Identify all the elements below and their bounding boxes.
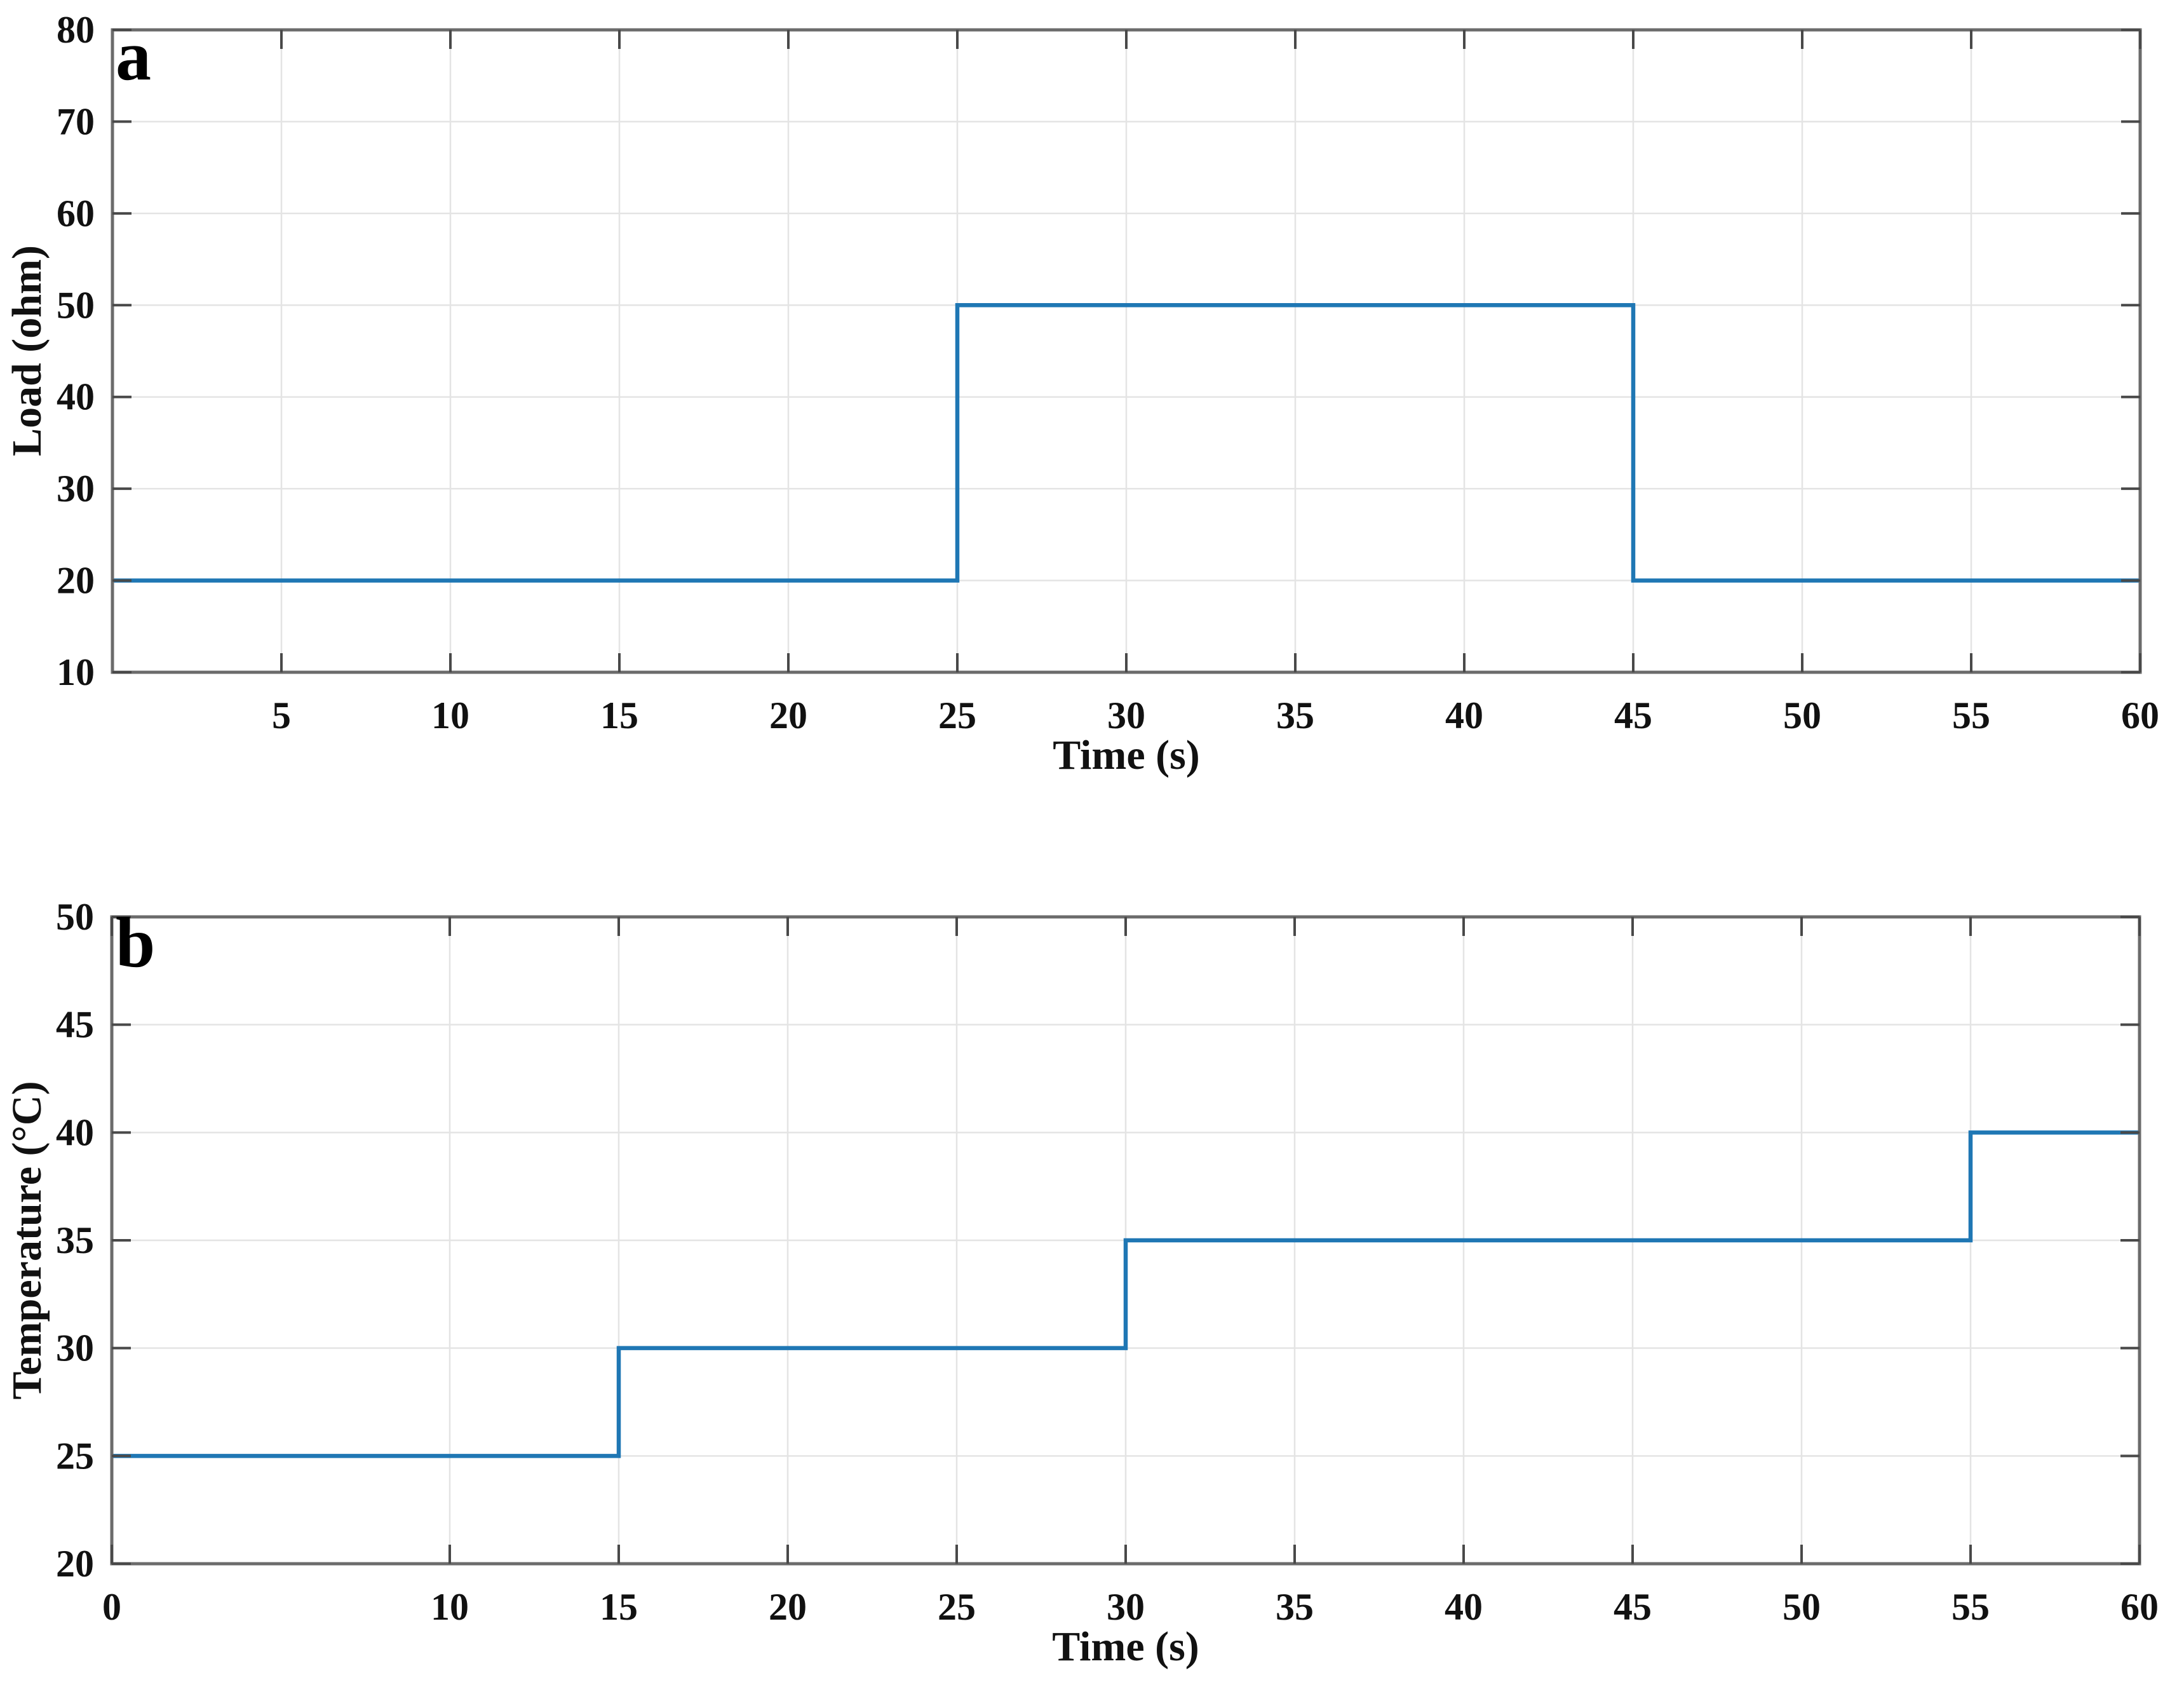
x-tick-label: 40 (1445, 1586, 1483, 1628)
x-tick-label: 10 (431, 1586, 469, 1628)
x-tick-label: 55 (1951, 1586, 1990, 1628)
panel-b-tick-labels: 0 10 15 20 25 30 35 40 45 50 55 60 20 25 30 35 40 45 50 (56, 896, 2159, 1628)
x-tick-label: 15 (600, 1586, 638, 1628)
panel-a-letter: a (116, 17, 151, 95)
y-tick-label: 70 (57, 100, 95, 142)
x-tick-label: 45 (1614, 694, 1652, 736)
panel-b-ticks (111, 916, 2141, 1565)
y-tick-label: 45 (56, 1004, 94, 1046)
y-tick-label: 50 (56, 896, 94, 938)
step-line-load-step-profile (112, 303, 2140, 583)
panel-a-y-axis-title: Load (ohm) (4, 245, 50, 456)
x-tick-label: 20 (769, 694, 807, 736)
y-tick-label: 80 (57, 9, 95, 51)
x-tick-label: 10 (431, 694, 469, 736)
x-tick-label: 0 (102, 1586, 121, 1628)
y-tick-label: 40 (56, 1111, 94, 1153)
x-tick-label: 25 (938, 1586, 976, 1628)
x-tick-label: 60 (2121, 694, 2159, 736)
x-tick-label: 60 (2120, 1586, 2159, 1628)
x-tick-label: 55 (1952, 694, 1990, 736)
panel-a-tick-labels: 5 10 15 20 25 30 35 40 45 50 55 60 10 20 30 40 50 60 70 80 (57, 9, 2159, 736)
x-tick-label: 15 (600, 694, 638, 736)
panel-a-x-axis-title: Time (s) (1053, 732, 1200, 778)
x-tick-label: 35 (1276, 1586, 1314, 1628)
y-tick-label: 50 (57, 284, 95, 326)
y-tick-label: 25 (56, 1435, 94, 1477)
y-tick-label: 20 (57, 560, 95, 602)
panel-b-y-axis-title: Temperature (°C) (4, 1081, 50, 1399)
step-line-temperature-step-profile (112, 1130, 2140, 1458)
x-tick-label: 35 (1276, 694, 1314, 736)
y-tick-label: 40 (57, 376, 95, 418)
y-tick-label: 10 (57, 651, 95, 693)
y-tick-label: 30 (57, 468, 95, 510)
x-tick-label: 50 (1783, 1586, 1821, 1628)
panel-a: 5 10 15 20 25 30 35 40 45 50 55 601020304050607080 … (4, 9, 2159, 778)
panel-a-gridlines (112, 30, 2140, 672)
x-tick-label: 25 (938, 694, 976, 736)
y-tick-label: 30 (56, 1327, 94, 1369)
panel-a-series (112, 303, 2140, 583)
y-tick-label: 35 (56, 1219, 94, 1261)
x-tick-label: 20 (769, 1586, 807, 1628)
panel-b-series (112, 1130, 2140, 1458)
x-tick-label: 50 (1783, 694, 1821, 736)
y-tick-label: 60 (57, 193, 95, 234)
x-tick-label: 30 (1107, 694, 1145, 736)
x-tick-label: 30 (1107, 1586, 1145, 1628)
x-tick-label: 45 (1614, 1586, 1652, 1628)
panel-a-ticks (112, 29, 2141, 674)
x-tick-label: 40 (1445, 694, 1483, 736)
y-tick-label: 20 (56, 1543, 94, 1585)
panel-b-x-axis-title: Time (s) (1052, 1623, 1199, 1670)
x-tick-label: 5 (272, 694, 291, 736)
panel-b-letter: b (116, 904, 155, 982)
